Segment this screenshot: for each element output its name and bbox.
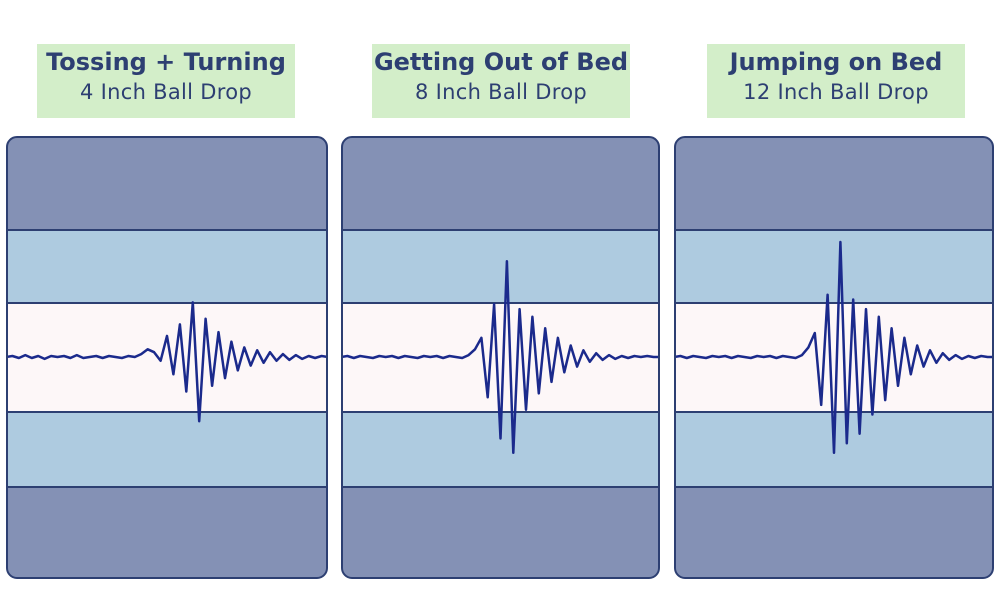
panel-border xyxy=(341,136,660,579)
panel-title: Jumping on Bed xyxy=(729,48,943,76)
vibration-signal-line xyxy=(7,301,327,423)
panel-label-getting-out: Getting Out of Bed 8 Inch Ball Drop xyxy=(372,44,630,118)
band-group xyxy=(342,137,659,578)
bottom-band xyxy=(7,487,327,578)
top-band xyxy=(675,137,993,230)
upper-band xyxy=(342,230,659,303)
panel-title: Tossing + Turning xyxy=(46,48,286,76)
bottom-band xyxy=(675,487,993,578)
upper-band xyxy=(7,230,327,303)
motion-chart-tossing xyxy=(6,136,328,579)
panel-title: Getting Out of Bed xyxy=(373,48,629,76)
panel-label-tossing: Tossing + Turning 4 Inch Ball Drop xyxy=(37,44,295,118)
top-band xyxy=(7,137,327,230)
motion-chart-jumping xyxy=(674,136,994,579)
panel-subtitle: 12 Inch Ball Drop xyxy=(743,80,929,104)
band-group xyxy=(7,137,327,578)
lower-band xyxy=(7,412,327,487)
upper-band xyxy=(675,230,993,303)
panel-label-jumping: Jumping on Bed 12 Inch Ball Drop xyxy=(707,44,965,118)
panel-subtitle: 8 Inch Ball Drop xyxy=(414,80,587,104)
bottom-band xyxy=(342,487,659,578)
panel-subtitle: 4 Inch Ball Drop xyxy=(79,80,252,104)
vibration-signal-line xyxy=(342,259,659,455)
band-group xyxy=(675,137,993,578)
vibration-signal-line xyxy=(675,240,993,455)
panel-border xyxy=(6,136,328,579)
motion-chart-getting-out xyxy=(341,136,660,579)
panel-border xyxy=(674,136,994,579)
top-band xyxy=(342,137,659,230)
